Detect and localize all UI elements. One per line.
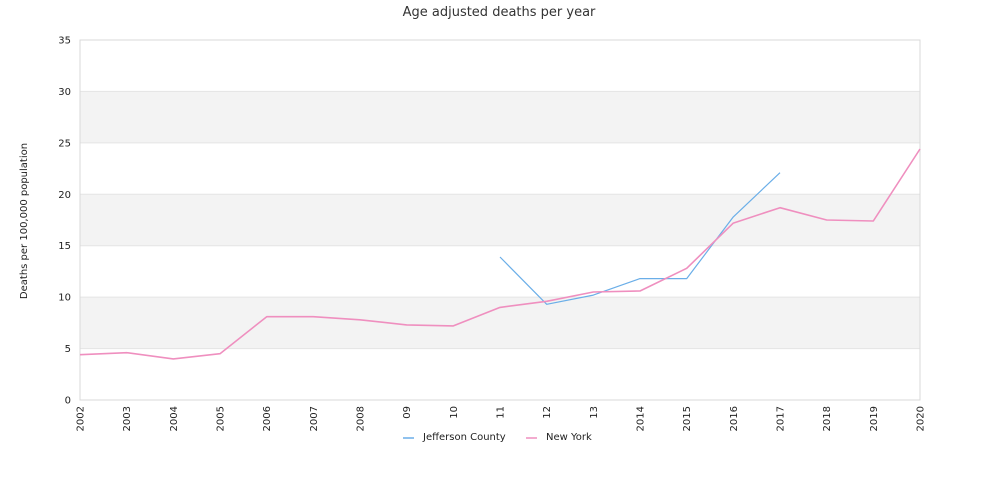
grid-band bbox=[80, 297, 920, 349]
x-tick-label: 12 bbox=[542, 406, 553, 419]
x-tick-label: 10 bbox=[449, 406, 460, 419]
x-tick-label: 2018 bbox=[822, 406, 833, 431]
y-tick-label: 30 bbox=[58, 87, 71, 98]
series-lines bbox=[79, 148, 921, 360]
y-tick-label: 10 bbox=[58, 293, 71, 304]
grid-band bbox=[80, 194, 920, 246]
x-tick-label: 2003 bbox=[122, 406, 133, 431]
x-tick-label: 2019 bbox=[869, 406, 880, 431]
x-tick-label: 2015 bbox=[682, 406, 693, 431]
legend-label: Jefferson County bbox=[422, 432, 506, 443]
x-tick-label: 2007 bbox=[309, 406, 320, 431]
legend[interactable]: Jefferson County New York bbox=[403, 432, 592, 443]
y-tick-label: 35 bbox=[58, 36, 71, 47]
x-tick-label: 2006 bbox=[262, 406, 273, 431]
legend-item-new-york[interactable]: New York bbox=[526, 432, 592, 443]
x-axis-ticks: 2002 2003 2004 2005 2006 2007 2008 09 10 11 12 13 20… bbox=[76, 406, 927, 431]
series-line-jefferson-county bbox=[499, 172, 781, 305]
x-tick-label: 2016 bbox=[729, 406, 740, 431]
x-tick-label: 2002 bbox=[76, 406, 87, 431]
series-line-new-york bbox=[79, 148, 921, 360]
x-tick-label: 2005 bbox=[216, 406, 227, 431]
grid-band bbox=[80, 91, 920, 143]
x-tick-label: 2004 bbox=[169, 406, 180, 431]
y-tick-label: 15 bbox=[58, 241, 71, 252]
x-tick-label: 2017 bbox=[776, 406, 787, 431]
x-tick-label: 09 bbox=[402, 406, 413, 419]
x-tick-label: 13 bbox=[589, 406, 600, 419]
y-tick-label: 25 bbox=[58, 138, 71, 149]
chart-title: Age adjusted deaths per year bbox=[403, 5, 596, 20]
x-tick-label: 2008 bbox=[356, 406, 367, 431]
y-axis-ticks: 0 5 10 15 20 25 30 35 bbox=[58, 36, 71, 407]
gridlines bbox=[80, 39, 920, 401]
x-tick-label: 2020 bbox=[916, 406, 927, 431]
y-tick-label: 20 bbox=[58, 190, 71, 201]
legend-label: New York bbox=[546, 432, 592, 443]
x-tick-label: 11 bbox=[496, 406, 507, 419]
y-tick-label: 5 bbox=[65, 344, 71, 355]
y-axis-label: Deaths per 100,000 population bbox=[19, 143, 30, 299]
grid-bands bbox=[80, 91, 920, 349]
legend-item-jefferson-county[interactable]: Jefferson County bbox=[403, 432, 506, 443]
y-tick-label: 0 bbox=[65, 396, 71, 407]
plot-border bbox=[79, 39, 921, 401]
x-tick-label: 2014 bbox=[636, 406, 647, 431]
